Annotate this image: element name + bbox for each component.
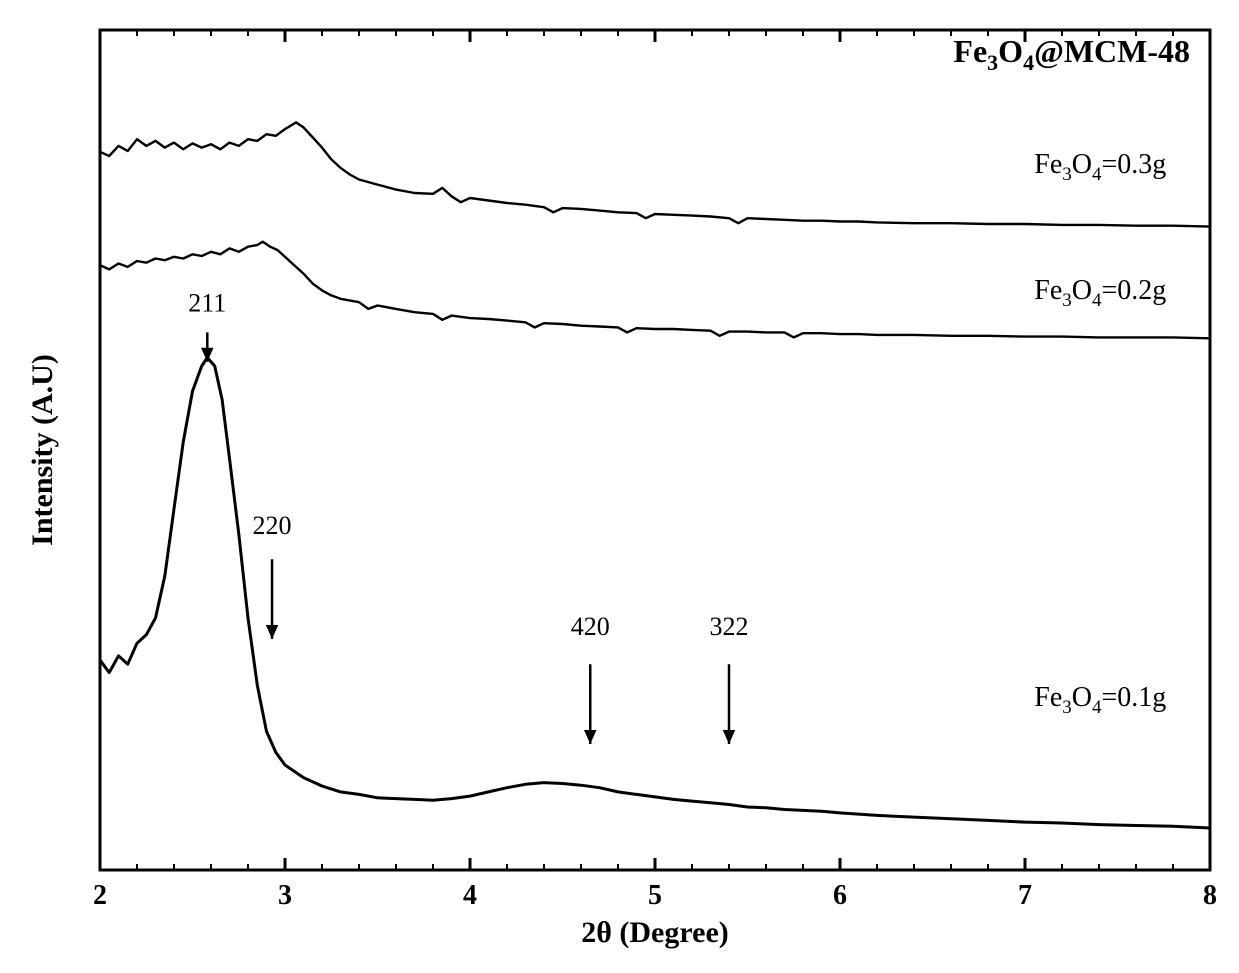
x-tick-label: 7 [1018,880,1032,911]
peak-label-322: 322 [710,612,749,641]
peak-arrow-head [584,730,597,744]
chart-title: Fe3O4@MCM-48 [953,33,1190,75]
peak-arrow-head [266,625,279,639]
y-axis-label: Intensity (A.U) [26,354,59,546]
x-axis-label: 2θ (Degree) [581,916,729,949]
series-label: Fe3O4=0.3g [1034,149,1166,185]
series-label: Fe3O4=0.2g [1034,275,1166,311]
series-Fe3O4=0.1g [100,358,1210,828]
x-tick-label: 6 [833,880,847,911]
peak-arrow-head [723,730,736,744]
peak-label-211: 211 [188,288,226,317]
x-tick-label: 2 [93,880,107,911]
x-tick-label: 3 [278,880,292,911]
chart-svg: 2 3 4 5 6 7 8 2θ (Degree) Intensity (A.U) Fe3O4@M… [0,0,1239,973]
xrd-chart: { "chart": { "type": "line", "width": 12… [0,0,1239,973]
x-tick-label: 8 [1203,880,1217,911]
peak-arrow-head [201,348,214,362]
peak-label-420: 420 [571,612,610,641]
series-label: Fe3O4=0.1g [1034,682,1166,718]
peak-label-220: 220 [253,511,292,540]
x-tick-label: 5 [648,880,662,911]
x-tick-label: 4 [463,880,477,911]
